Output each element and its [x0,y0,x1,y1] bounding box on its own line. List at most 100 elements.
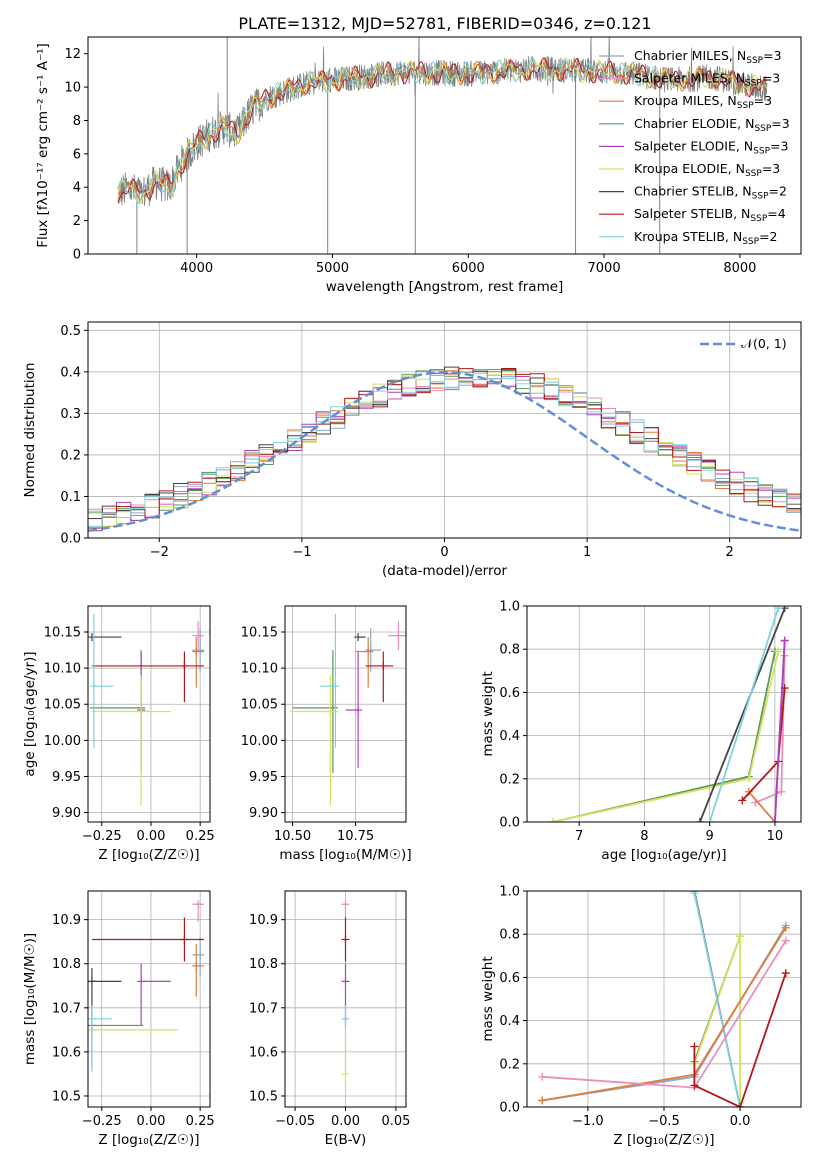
mass_vs_Z-marker-0 [196,950,205,959]
weight_vs_Z-ytick-label: 1.0 [499,885,520,900]
mass_vs_ebv-marker-2 [341,977,350,986]
weight_vs_Z-xtick-label: −0.5 [648,1114,680,1129]
weight_vs_age-xtick-label: 8 [640,829,648,844]
residuals-ytick-label: 0.2 [60,448,81,463]
age_vs_Z-axes [88,606,210,822]
spectrum-spine [87,36,802,255]
weight_vs_age-point-3-0 [705,818,714,822]
residual-histogram-8 [88,372,801,527]
spectrum-ytick-label: 12 [64,47,81,62]
legend-count: =3 [770,138,788,153]
weight_vs_age-point-7-0 [738,796,747,805]
weight_vs_Z-point-3-0 [690,891,699,898]
gaussian-curve [88,371,801,532]
age_vs_mass-marker-4 [354,706,363,715]
spectrum-xtick-label: 8000 [723,261,756,276]
spectrum-ylabel: Flux [fλ10⁻¹⁷ erg cm⁻² s⁻¹ A⁻¹] [35,43,51,248]
age_vs_mass-ytick-label: 10.05 [241,698,278,713]
legend-count: =3 [754,93,772,108]
age_vs_mass-marker-7 [379,661,388,670]
weight_vs_age-point-8-1 [780,636,789,645]
legend-subscript: SSP [752,192,769,202]
mass_vs_Z-xtick-label: 0.25 [186,1114,215,1129]
weight_vs_age-point-3-1 [774,606,783,613]
legend-label: Salpeter MILES, NSSP=3 [634,71,780,89]
weight_vs_Z-xtick-label: −1.0 [572,1114,604,1129]
mass_vs_ebv-ytick-label: 10.5 [249,1089,278,1104]
age_vs_Z-xlabel: Z [log₁₀(Z/Z☉)] [98,847,199,863]
residuals-ytick-label: 0.3 [60,407,81,422]
legend-subscript: SSP [745,169,762,179]
legend-label: Chabrier ELODIE, NSSP=3 [634,116,790,134]
spectrum-model-line [117,57,659,204]
gaussian-legend-label: 𝒩(0, 1) [741,336,787,351]
mass_vs_ebv-xtick-label: 0.05 [381,1114,410,1129]
legend-count: =3 [762,71,780,86]
residuals-xtick-label: 2 [726,545,734,560]
legend-count: =3 [763,48,781,63]
mass_vs_ebv-plot-area [341,900,350,1096]
spectrum-ytick-label: 10 [64,81,81,96]
residuals-xtick-label: −1 [292,545,311,560]
weight_vs_age-xtick-label: 9 [706,829,714,844]
spectrum-model-line [117,57,767,203]
weight_vs_Z-ylabel: mass weight [480,956,496,1041]
weight_vs_Z-ytick-label: 0.6 [499,971,520,986]
age_vs_Z-ylabel: age [log₁₀(age/yr)] [22,651,38,776]
age_vs_mass-plot-area [290,613,406,806]
weight_vs_Z-point-5-2 [781,923,790,932]
legend-label: Chabrier STELIB, NSSP=2 [634,184,787,202]
residuals-plot-area [88,366,801,532]
spectrum-frame: 4000 5000 6000 7000 8000 0 2 4 6 8 10 12 wavelength … [35,36,802,295]
mass_vs_ebv-xlabel: E(B-V) [325,1132,367,1148]
weight_vs_Z-point-5-0 [538,1096,547,1105]
weight_vs_age-point-1-0 [549,818,558,822]
weight_vs_Z-ytick-label: 0.0 [499,1101,520,1116]
weight_vs_age-series-8 [774,640,786,822]
mass_vs_Z-marker-8 [88,1014,96,1023]
legend-subscript: SSP [750,214,767,224]
mass_vs_Z-marker-7 [180,935,189,944]
mass_vs_Z-ytick-label: 10.8 [52,957,81,972]
age_vs_mass-marker-8 [331,682,340,691]
age_vs_mass-xlabel: mass [log₁₀(M/M☉)] [279,847,411,863]
mass_vs_ebv-xtick-label: −0.05 [275,1114,315,1129]
mass_vs_ebv-frame: −0.05 0.00 0.05 10.5 10.6 10.7 10.8 10.9 E(B-V) [249,890,410,1148]
weight_vs_age-ytick-label: 1.0 [499,600,520,615]
weight_vs_Z-point-7-2 [736,1103,745,1107]
mass_vs_ebv-marker-3 [341,1014,350,1023]
age_vs_Z-marker-8 [89,682,98,691]
legend-subscript: SSP [745,79,762,89]
age_vs_mass-xtick-label: 10.50 [274,829,311,844]
age_vs_mass-marker-2 [364,647,373,656]
mass_vs_Z-xtick-label: 0.00 [136,1114,165,1129]
weight_vs_age-point-1-2 [774,647,783,656]
age_vs_Z-marker-7 [180,661,189,670]
age_vs_Z-ytick-label: 10.00 [44,734,81,749]
legend-label: Chabrier MILES, NSSP=3 [634,48,782,66]
weight_vs_Z-ytick-label: 0.4 [499,1014,520,1029]
mass_vs_Z-frame: −0.25 0.00 0.25 10.5 10.6 10.7 10.8 10.9 Z [log₁… [22,890,215,1148]
spectrum-xtick-label: 6000 [452,261,485,276]
weight_vs_Z-point-7-3 [781,969,790,978]
mass_vs_Z-marker-1 [194,900,203,909]
residuals-frame: −2 −1 0 1 2 0.0 0.1 0.2 0.3 0.4 0.5 (data-model)/er… [22,321,802,579]
weight_vs_age-point-5-1 [777,787,786,796]
age_vs_mass-ytick-label: 10.10 [241,662,278,677]
age_vs_mass-ytick-label: 10.00 [241,734,278,749]
residuals-ytick-label: 0.1 [60,490,81,505]
weight_vs_Z-point-6-2 [781,936,790,945]
legend-subscript: SSP [742,237,759,247]
legend-count: =2 [759,229,777,244]
weight_vs_age-plot-area [549,606,789,822]
weight_vs_Z-ytick-label: 0.8 [499,928,520,943]
mass_vs_Z-axes [88,891,210,1107]
weight_vs_age-frame: 7 8 9 10 0.0 0.2 0.4 0.6 0.8 1.0 age [log₁₀(age/yr… [480,600,802,863]
weight_vs_Z-series-3 [693,893,741,1107]
age_vs_Z-marker-6 [88,633,96,642]
age_vs_Z-marker-1 [194,631,203,640]
age_vs_Z-plot-area [88,613,205,806]
spectrum-model-line [117,57,767,205]
legend-subscript: SSP [753,146,770,156]
mass_vs_Z-ytick-label: 10.6 [52,1045,81,1060]
